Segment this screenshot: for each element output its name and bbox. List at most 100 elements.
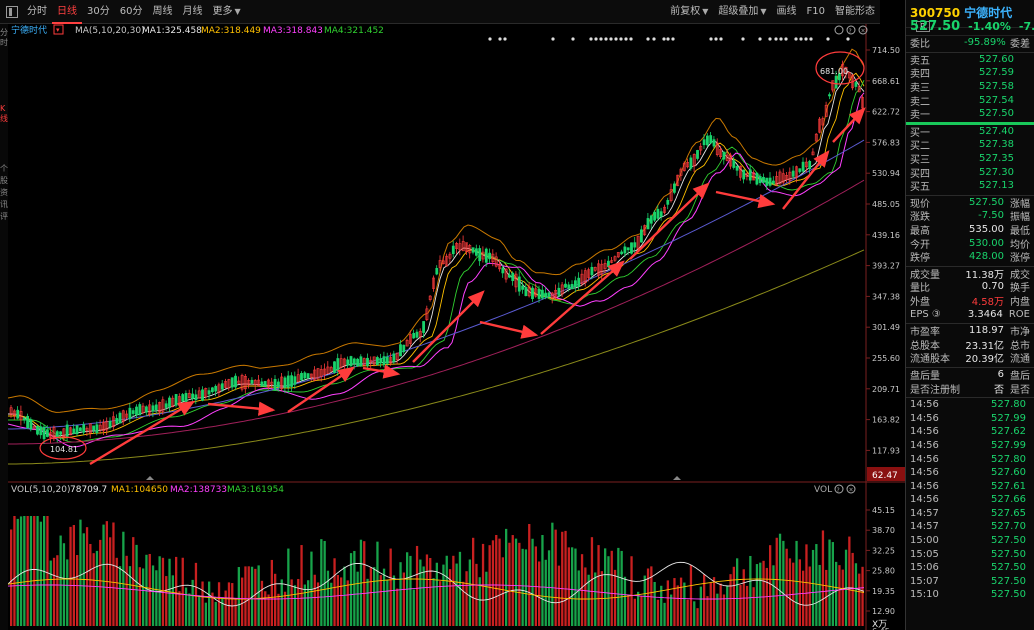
volume-bar-down[interactable] [577,570,580,626]
candle-down[interactable] [577,277,581,287]
volume-bar-up[interactable] [125,555,128,626]
candle-up[interactable] [682,162,686,171]
volume-bar-down[interactable] [237,567,240,626]
candle-down[interactable] [138,404,142,416]
volume-bar-down[interactable] [551,522,554,626]
volume-bar-up[interactable] [336,575,339,626]
candle-up[interactable] [844,66,848,74]
volume-bar-down[interactable] [736,558,739,626]
candle-up[interactable] [313,369,317,381]
tab-period-intraday[interactable]: 分时 [27,5,47,17]
volume-bar-up[interactable] [630,556,633,626]
vol-help-icon[interactable] [834,484,844,494]
candle-down[interactable] [771,180,775,184]
candle-up[interactable] [580,273,584,285]
candle-down[interactable] [735,165,739,171]
volume-bar-down[interactable] [835,561,838,626]
volume-bar-up[interactable] [89,543,92,626]
candle-up[interactable] [669,189,673,201]
event-dot[interactable] [826,37,830,41]
candle-down[interactable] [250,379,254,384]
volume-bar-up[interactable] [369,567,372,626]
candle-down[interactable] [59,431,63,435]
candle-down[interactable] [352,358,356,365]
candle-down[interactable] [633,242,637,248]
volume-bar-up[interactable] [511,535,514,626]
volume-bar-up[interactable] [132,537,135,626]
candle-down[interactable] [174,394,178,406]
candle-up[interactable] [244,375,247,390]
volume-bar-up[interactable] [363,541,366,626]
candle-down[interactable] [854,82,858,87]
candle-up[interactable] [468,245,472,254]
candle-down[interactable] [306,373,310,379]
volume-bar-up[interactable] [709,582,712,626]
volume-bar-up[interactable] [297,578,300,626]
volume-bar-down[interactable] [310,551,313,626]
event-markers[interactable] [488,37,850,41]
volume-bar-down[interactable] [419,559,422,626]
volume-bar-up[interactable] [802,570,805,626]
volume-bar-up[interactable] [194,562,198,626]
candle-up[interactable] [197,390,201,399]
candle-down[interactable] [276,381,280,388]
candle-down[interactable] [230,377,234,388]
candle-up[interactable] [603,263,607,269]
candle-down[interactable] [590,266,594,276]
candle-up[interactable] [408,334,412,344]
candle-down[interactable] [521,285,525,290]
volume-bar-up[interactable] [465,571,468,626]
volume-bar-up[interactable] [567,547,570,626]
candle-up[interactable] [824,104,828,117]
candle-up[interactable] [841,63,845,77]
candle-up[interactable] [362,358,366,366]
candle-up[interactable] [597,263,600,276]
volume-bar-down[interactable] [531,538,534,626]
volume-bar-up[interactable] [825,569,828,626]
candle-down[interactable] [379,358,383,364]
volume-bar-up[interactable] [640,596,643,626]
candle-up[interactable] [818,118,822,133]
volume-bar-down[interactable] [257,565,260,626]
volume-bar-down[interactable] [128,566,132,626]
candle-down[interactable] [392,353,396,362]
tab-period-monthly[interactable]: 月线 [182,5,203,17]
candle-up[interactable] [778,171,782,185]
candle-down[interactable] [22,418,26,421]
volume-bar-up[interactable] [590,537,594,626]
candle-up[interactable] [112,416,115,428]
candle-down[interactable] [382,356,386,366]
candle-up[interactable] [554,290,558,299]
volume-bar-down[interactable] [617,547,620,626]
candle-up[interactable] [428,295,432,300]
candle-up[interactable] [432,277,435,289]
candle-down[interactable] [29,419,33,430]
candle-up[interactable] [227,379,231,389]
volume-bar-up[interactable] [217,582,221,626]
volume-bar-up[interactable] [175,556,178,626]
candle-up[interactable] [158,402,162,412]
candle-down[interactable] [82,424,86,433]
candle-down[interactable] [653,211,657,221]
candle-down[interactable] [626,247,630,251]
volume-bar-down[interactable] [660,585,663,626]
candle-down[interactable] [168,397,171,407]
volume-bar-down[interactable] [422,566,425,626]
candle-up[interactable] [821,118,825,126]
volume-bar-down[interactable] [547,550,551,626]
candle-up[interactable] [593,266,597,271]
candle-down[interactable] [762,176,765,183]
side-tab-char[interactable]: 时 [0,38,8,47]
volume-bar-down[interactable] [79,519,82,626]
candle-down[interactable] [201,389,204,401]
candle-down[interactable] [415,331,419,338]
candle-down[interactable] [531,287,534,299]
volume-bar-up[interactable] [676,585,679,626]
adjust-mode-dropdown[interactable]: 前复权 ▼ [665,0,713,24]
kline-volume-chart[interactable]: 宁德时代 ▾ MA(5,10,20,30) MA1:325.458 MA2:31… [7,24,905,630]
volume-bar-up[interactable] [689,564,693,626]
event-dot[interactable] [779,37,783,41]
candle-up[interactable] [438,260,442,268]
volume-bar-up[interactable] [425,554,429,626]
candle-down[interactable] [666,200,670,205]
